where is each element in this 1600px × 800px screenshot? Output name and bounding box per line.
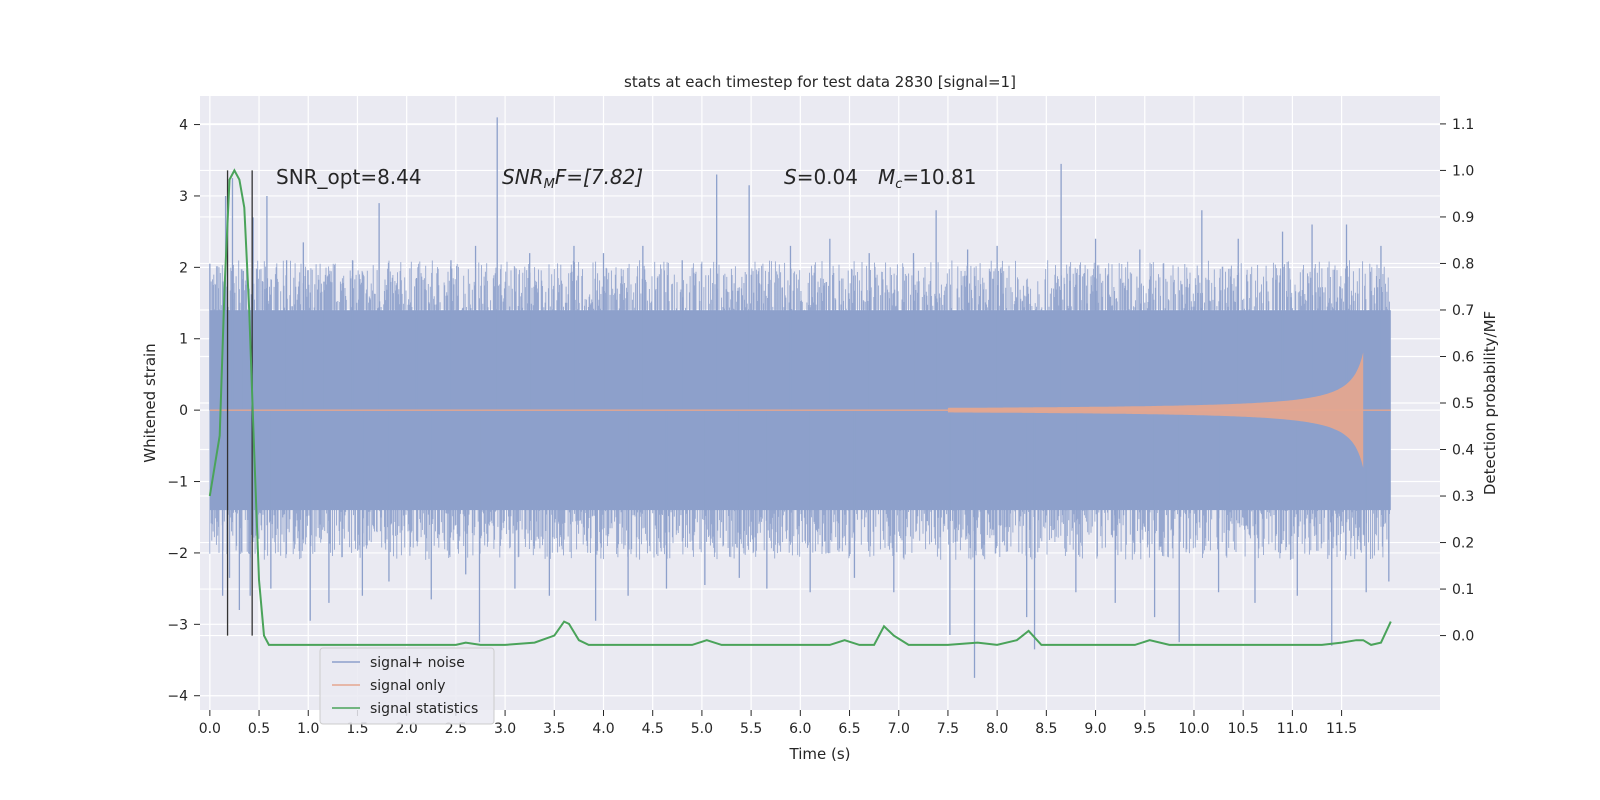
y2-tick-label-7: 0.7 xyxy=(1452,303,1474,319)
series-signal-statistics-line xyxy=(208,168,1392,646)
y2-tick-label-8: 0.8 xyxy=(1452,256,1474,272)
y-tick-label-5: 1 xyxy=(179,332,188,348)
y2-tick-label-9: 0.9 xyxy=(1452,210,1474,226)
x-tick-label-12: 6.0 xyxy=(789,721,811,737)
y-tick-label-8: 4 xyxy=(179,118,188,134)
legend: signal+ noise signal only signal statist… xyxy=(319,647,495,725)
x-tick-label-9: 4.5 xyxy=(642,721,664,737)
y2-tick-label-5: 0.5 xyxy=(1452,396,1474,412)
y2-tick-label-6: 0.6 xyxy=(1452,349,1474,365)
annotation-s-rest: =0.04 xyxy=(797,165,858,189)
annotation-mc-main: M xyxy=(878,165,895,189)
y-tick-label-1: −3 xyxy=(167,617,188,633)
y-tick-label-2: −2 xyxy=(167,546,188,562)
annotation-snr-mf: SNRMF=[7.82] xyxy=(502,165,643,192)
y2-tick-label-4: 0.4 xyxy=(1452,443,1474,459)
x-tick-label-1: 0.5 xyxy=(248,721,270,737)
y-tick-label-7: 3 xyxy=(179,189,188,205)
annotation-snr-mf-sub: M xyxy=(544,177,555,192)
x-tick-label-10: 5.0 xyxy=(691,721,713,737)
annotation-mc-sub: c xyxy=(895,177,902,192)
x-axis-label: Time (s) xyxy=(789,745,851,763)
annotation-snr-mf-main: SNR xyxy=(502,165,544,189)
y2-tick-label-2: 0.2 xyxy=(1452,536,1474,552)
y-tick-label-6: 2 xyxy=(179,260,188,276)
annotation-mc-rest: =10.81 xyxy=(902,165,976,189)
x-tick-label-11: 5.5 xyxy=(740,721,762,737)
annotation-s: S=0.04 xyxy=(784,165,858,189)
x-tick-label-23: 11.5 xyxy=(1326,721,1357,737)
legend-label-signal-noise: signal+ noise xyxy=(370,655,465,671)
y2-tick-label-0: 0.0 xyxy=(1452,629,1474,645)
x-tick-label-2: 1.0 xyxy=(297,721,319,737)
legend-label-signal-only: signal only xyxy=(370,678,445,694)
x-tick-label-3: 1.5 xyxy=(346,721,368,737)
x-tick-label-8: 4.0 xyxy=(592,721,614,737)
y2-tick-label-3: 0.3 xyxy=(1452,489,1474,505)
x-tick-label-0: 0.0 xyxy=(199,721,221,737)
x-tick-label-16: 8.0 xyxy=(986,721,1008,737)
x-tick-label-18: 9.0 xyxy=(1084,721,1106,737)
annotation-snr-opt: SNR_opt=8.44 xyxy=(276,165,422,189)
x-tick-label-5: 2.5 xyxy=(445,721,467,737)
x-tick-label-7: 3.5 xyxy=(543,721,565,737)
x-tick-label-4: 2.0 xyxy=(396,721,418,737)
y-axis-label: Whitened strain xyxy=(141,343,159,462)
y2-axis-label: Detection probability/MF xyxy=(1481,311,1499,495)
x-tick-label-13: 6.5 xyxy=(838,721,860,737)
annotation-mc: Mc=10.81 xyxy=(878,165,976,192)
x-tick-label-15: 7.5 xyxy=(937,721,959,737)
annotation-s-main: S xyxy=(784,165,797,189)
x-tick-label-6: 3.0 xyxy=(494,721,516,737)
y-tick-label-0: −4 xyxy=(167,689,188,705)
y2-tick-label-10: 1.0 xyxy=(1452,163,1474,179)
y2-tick-label-1: 0.1 xyxy=(1452,582,1474,598)
chart-title: stats at each timestep for test data 283… xyxy=(624,73,1016,91)
x-tick-label-22: 11.0 xyxy=(1277,721,1308,737)
legend-box xyxy=(319,647,495,725)
x-tick-label-21: 10.5 xyxy=(1228,721,1259,737)
axes: −4 −3 −2 −1 0 1 2 3 4 0.0 0.1 0.2 0.3 0.4 0.5 0.6 0.7 0.8… xyxy=(167,117,1474,737)
y-tick-label-3: −1 xyxy=(167,475,188,491)
y-tick-label-4: 0 xyxy=(179,403,188,419)
x-tick-label-17: 8.5 xyxy=(1035,721,1057,737)
annotation-snr-mf-rest: F=[7.82] xyxy=(555,165,643,189)
legend-label-signal-statistics: signal statistics xyxy=(370,701,478,717)
series-area xyxy=(208,117,1392,678)
y2-tick-label-11: 1.1 xyxy=(1452,117,1474,133)
x-tick-label-19: 9.5 xyxy=(1134,721,1156,737)
x-tick-label-20: 10.0 xyxy=(1178,721,1209,737)
x-tick-label-14: 7.0 xyxy=(888,721,910,737)
